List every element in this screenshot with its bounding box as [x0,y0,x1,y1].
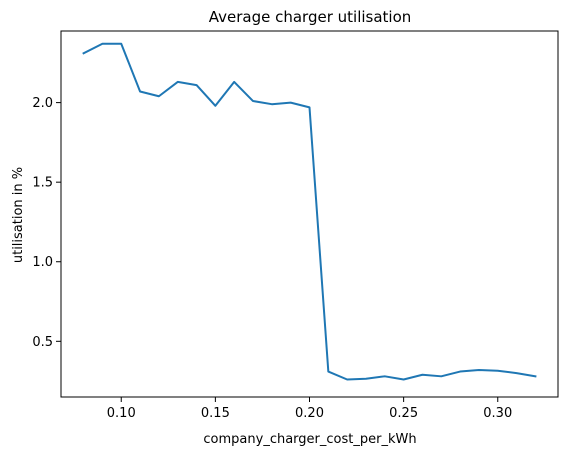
y-tick-label: 0.5 [32,335,53,350]
x-tick-label: 0.30 [483,406,512,421]
x-tick-label: 0.15 [201,406,230,421]
x-tick-label: 0.10 [107,406,136,421]
x-axis-label: company_charger_cost_per_kWh [203,432,416,447]
y-axis-label: utilisation in % [11,167,26,263]
x-tick-label: 0.25 [389,406,418,421]
x-tick-label: 0.20 [295,406,324,421]
series-line [82,42,537,381]
y-tick-label: 1.5 [32,176,53,191]
plot-frame [60,30,559,398]
plot-area: 0.10 0.15 0.20 0.25 0.30 0.5 1.0 1.5 2.0 [32,30,559,421]
chart-title: Average charger utilisation [209,8,412,26]
y-tick-label: 2.0 [32,96,53,111]
y-tick-label: 1.0 [32,255,53,270]
